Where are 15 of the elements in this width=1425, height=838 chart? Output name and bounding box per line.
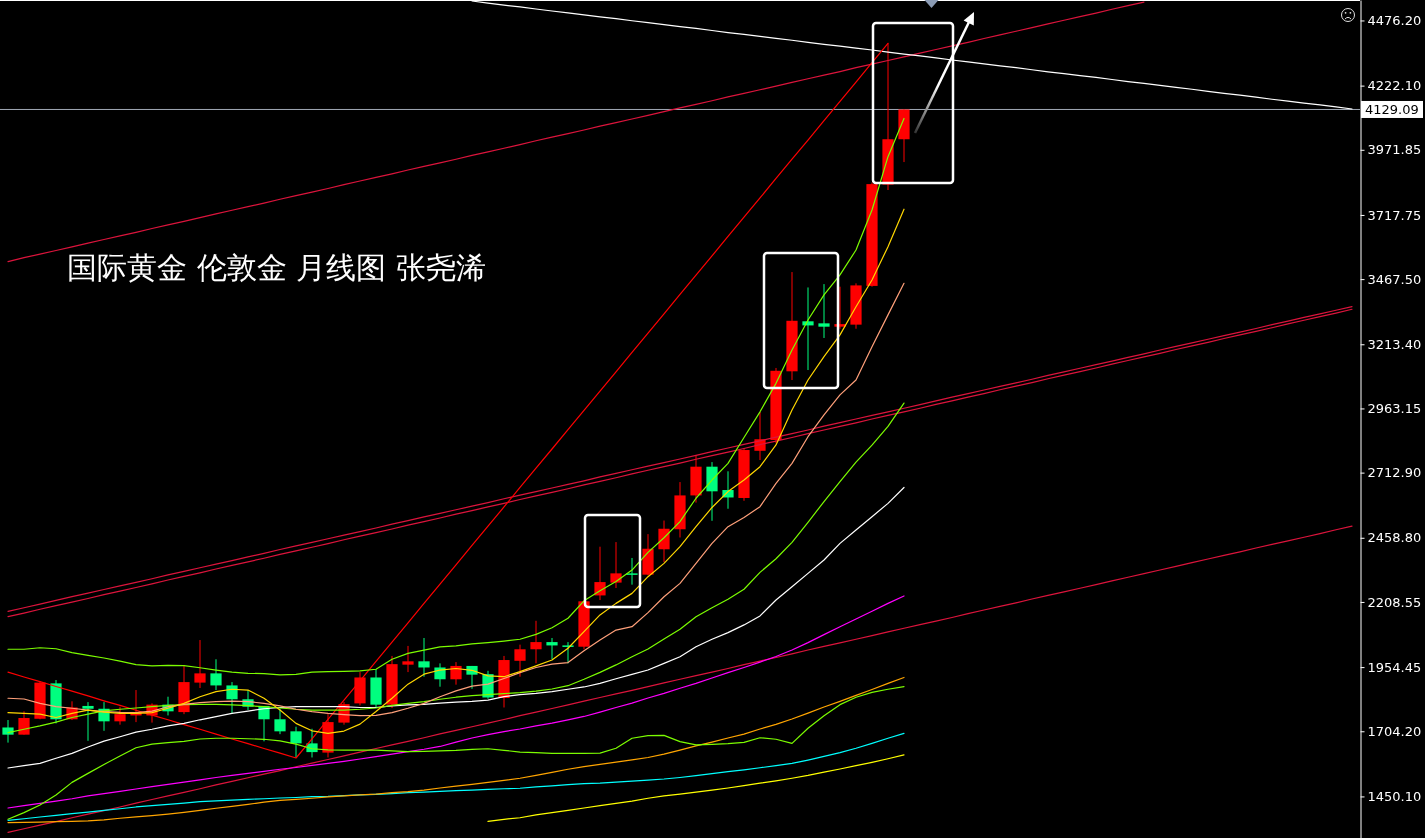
y-tick-label: 3213.40 bbox=[1367, 336, 1422, 352]
y-tick-label: 2208.55 bbox=[1367, 594, 1422, 610]
y-tick-label: 3717.75 bbox=[1367, 207, 1422, 223]
y-tick-label: 1704.20 bbox=[1367, 723, 1422, 739]
y-tick-label: 3467.50 bbox=[1367, 271, 1422, 287]
y-tick-label: 2963.15 bbox=[1367, 401, 1422, 417]
y-tick-label: 4476.20 bbox=[1367, 13, 1422, 29]
y-tick-label: 1954.45 bbox=[1367, 659, 1422, 675]
y-tick-label: 2458.80 bbox=[1367, 530, 1422, 546]
y-tick-label: 3971.85 bbox=[1367, 142, 1422, 158]
y-tick-label: 4222.10 bbox=[1367, 78, 1422, 94]
y-tick-label: 1450.10 bbox=[1367, 789, 1422, 805]
ref-line-label: 4129.09 bbox=[1365, 102, 1419, 118]
y-tick-label: 2712.90 bbox=[1367, 465, 1422, 481]
text: 国际黄金 伦敦金 月线图 张尧浠 bbox=[67, 250, 486, 285]
